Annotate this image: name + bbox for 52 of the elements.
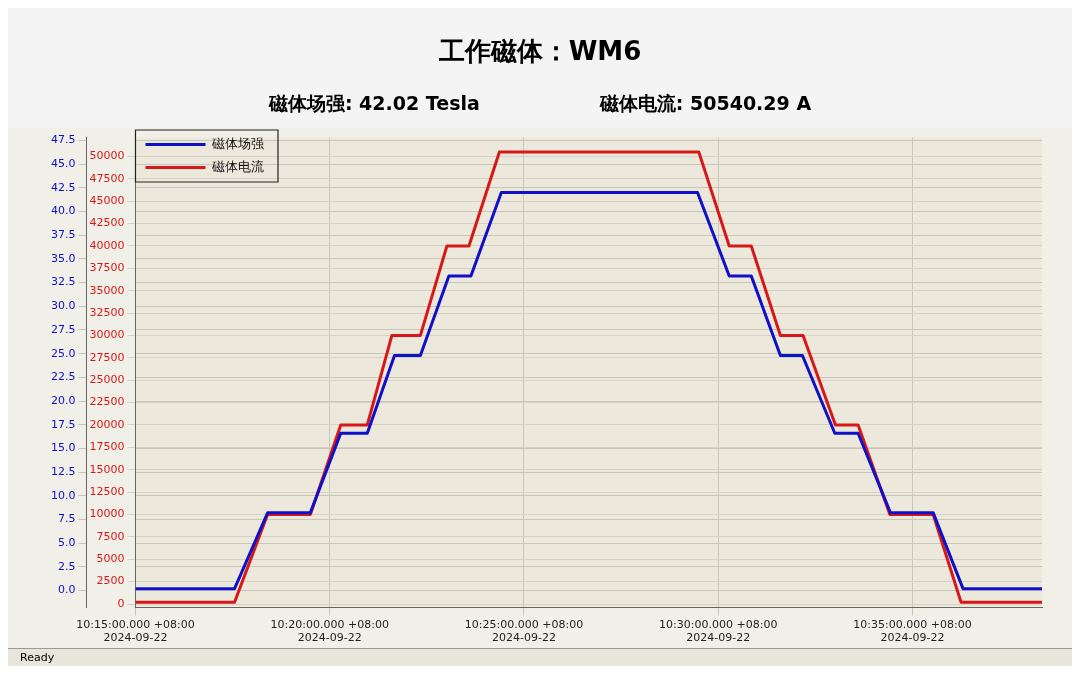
y2-tick-label: 7500	[96, 529, 125, 543]
y-tick-label: 37.5	[50, 228, 76, 242]
y-tick-label: 15.0	[50, 441, 76, 455]
y2-tick-label: 32500	[89, 305, 125, 319]
y2-tick-label: 10000	[89, 507, 125, 521]
y-tick-label: 2.5	[57, 559, 76, 573]
y2-tick-label: 35000	[89, 283, 125, 297]
y-tick-label: 10.0	[50, 488, 76, 502]
y2-tick-label: 17500	[89, 440, 125, 454]
y2-tick-label: 15000	[89, 462, 125, 476]
y2-tick-label: 20000	[89, 417, 125, 431]
y2-tick-label: 50000	[89, 149, 125, 163]
y-tick-label: 32.5	[50, 275, 76, 289]
y-tick-label: 40.0	[50, 204, 76, 218]
y2-tick-label: 0	[117, 596, 125, 610]
y2-tick-label: 27500	[89, 350, 125, 364]
y-tick-label: 7.5	[57, 512, 76, 526]
y-tick-label: 0.0	[57, 583, 76, 597]
y-tick-label: 20.0	[50, 393, 76, 407]
y-tick-label: 17.5	[50, 417, 76, 431]
text: 磁体场强: 42.02 Tesla	[268, 91, 480, 116]
y-tick-label: 35.0	[50, 251, 76, 265]
y-tick-label: 22.5	[50, 370, 76, 384]
x-tick-label: 10:20:00.000 +08:00 2024-09-22	[270, 618, 389, 645]
y2-tick-label: 2500	[96, 574, 125, 588]
legend-label: 磁体场强	[210, 135, 264, 151]
y2-tick-label: 37500	[89, 261, 125, 275]
x-tick-label: 10:30:00.000 +08:00 2024-09-22	[659, 618, 778, 645]
y2-tick-label: 22500	[89, 395, 125, 409]
y2-tick-label: 30000	[89, 328, 125, 342]
text: 磁体电流: 50540.29 A	[599, 91, 812, 116]
y-tick-label: 5.0	[57, 536, 76, 550]
y2-tick-label: 5000	[96, 552, 125, 566]
y2-tick-label: 42500	[89, 216, 125, 230]
x-tick-label: 10:35:00.000 +08:00 2024-09-22	[853, 618, 972, 645]
text: Ready	[20, 651, 55, 664]
y-tick-label: 45.0	[50, 156, 76, 170]
x-tick-label: 10:15:00.000 +08:00 2024-09-22	[76, 618, 195, 645]
y-tick-label: 47.5	[50, 133, 76, 147]
y-tick-label: 27.5	[50, 322, 76, 336]
y-tick-label: 30.0	[50, 299, 76, 313]
x-tick-label: 10:25:00.000 +08:00 2024-09-22	[464, 618, 584, 645]
y2-tick-label: 45000	[89, 194, 125, 208]
y-tick-label: 42.5	[50, 180, 76, 194]
y-tick-label: 25.0	[50, 346, 76, 360]
y-tick-label: 12.5	[50, 464, 76, 478]
y2-tick-label: 25000	[89, 373, 125, 387]
y2-tick-label: 47500	[89, 171, 125, 185]
legend-label: 磁体电流	[210, 158, 264, 174]
y2-tick-label: 12500	[89, 484, 125, 498]
chart-title: 工作磁体：WM6	[437, 35, 643, 68]
y2-tick-label: 40000	[89, 238, 125, 252]
